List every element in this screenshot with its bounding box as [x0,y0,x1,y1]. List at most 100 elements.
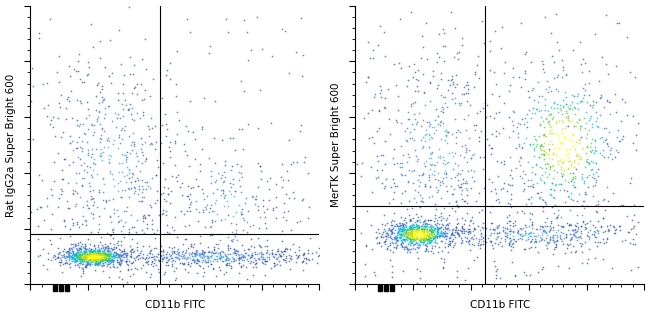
Point [72,259,82,264]
Point [508,128,518,133]
Point [90,256,100,261]
Point [218,253,229,258]
Point [601,236,612,241]
Point [398,237,408,242]
Point [155,254,166,259]
Point [145,275,155,280]
Point [127,71,138,76]
Point [75,258,85,263]
Point [108,229,118,234]
Point [66,246,76,251]
Point [570,174,580,179]
Point [273,255,283,260]
Point [118,72,129,77]
Point [98,97,109,102]
Point [265,266,276,271]
Point [242,252,253,258]
Point [571,154,581,159]
Point [428,225,438,230]
Point [131,82,142,87]
Point [117,258,127,263]
Point [439,169,450,174]
Point [83,254,94,259]
Point [90,248,100,253]
Point [183,193,194,198]
Point [530,163,541,168]
Point [191,258,202,263]
Point [63,253,73,258]
Point [127,261,137,266]
Point [415,236,425,241]
Point [73,256,83,261]
Point [164,230,174,235]
Point [81,116,91,121]
Point [112,240,122,245]
Point [546,225,556,230]
Point [404,234,415,239]
Point [458,227,469,232]
Point [441,174,451,179]
Point [270,263,280,268]
Point [553,162,564,167]
Point [469,123,480,128]
Point [120,98,131,103]
Point [452,203,462,208]
Point [478,105,488,110]
Point [465,186,476,191]
Point [440,234,450,239]
Point [537,172,547,177]
Point [144,127,155,132]
Point [93,81,103,86]
Point [104,251,114,256]
Point [59,254,70,259]
Point [137,178,148,183]
Point [493,131,504,136]
Point [400,137,411,143]
Point [111,125,121,130]
Point [156,140,166,145]
Point [161,122,172,127]
Point [526,201,536,206]
Point [415,268,425,273]
Point [401,229,411,234]
Point [500,231,510,236]
Point [424,231,434,236]
Point [419,161,429,166]
Point [264,186,274,191]
Point [104,251,114,256]
Point [68,256,78,261]
Point [554,158,565,163]
Point [271,181,281,186]
Point [90,247,100,252]
Point [67,255,77,260]
Point [69,251,79,256]
Point [39,217,49,222]
Point [90,257,101,262]
Point [75,244,86,249]
Point [209,244,219,249]
Point [83,261,94,266]
Point [161,222,172,227]
Point [545,138,556,143]
Point [98,257,108,262]
Point [209,135,220,140]
Point [124,176,135,181]
Point [92,245,103,250]
Point [117,160,127,165]
Point [421,245,431,250]
Point [422,217,433,222]
Point [475,154,486,159]
Point [545,223,555,228]
Point [414,235,424,240]
Point [363,40,374,45]
Point [503,235,514,240]
Point [406,232,416,237]
Point [406,238,416,243]
Point [298,267,308,272]
Point [464,241,474,246]
Point [103,249,113,254]
Point [213,250,223,255]
Point [590,147,601,152]
Point [392,243,402,248]
Point [424,228,434,233]
